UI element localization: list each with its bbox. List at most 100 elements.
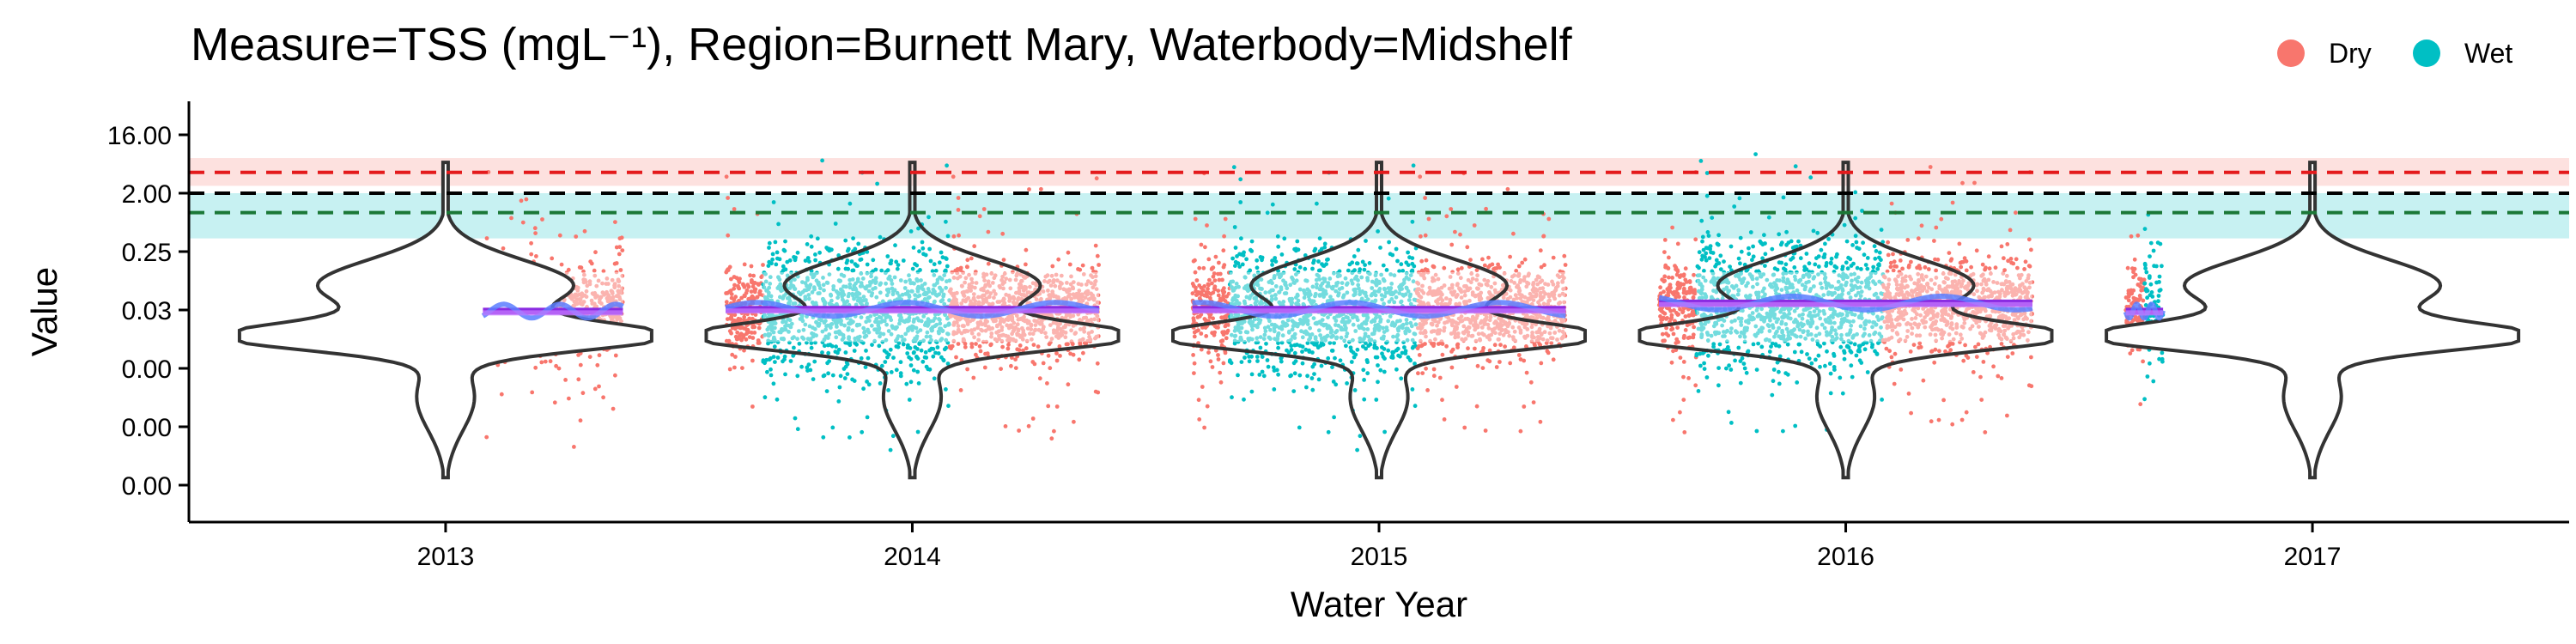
- data-point: [856, 241, 861, 246]
- data-point: [881, 331, 886, 337]
- data-point: [817, 283, 822, 288]
- data-point: [838, 278, 843, 283]
- data-point: [1061, 287, 1066, 292]
- data-point: [921, 338, 926, 343]
- data-point: [727, 367, 732, 372]
- data-point: [987, 326, 993, 331]
- data-point: [1319, 363, 1324, 368]
- data-point: [935, 345, 940, 349]
- data-point: [775, 256, 780, 261]
- data-point: [945, 323, 951, 327]
- data-point: [962, 324, 966, 329]
- data-point: [878, 234, 883, 240]
- data-point: [767, 357, 772, 362]
- data-point: [916, 284, 920, 289]
- data-point: [1067, 262, 1072, 267]
- data-point: [936, 351, 941, 355]
- data-point: [1326, 315, 1330, 319]
- data-point: [1093, 274, 1098, 279]
- data-point: [1431, 374, 1437, 379]
- data-point: [1361, 368, 1366, 373]
- data-point: [806, 293, 811, 297]
- data-point: [976, 323, 981, 328]
- data-point: [1048, 340, 1053, 344]
- data-point: [944, 337, 949, 343]
- data-point: [769, 367, 773, 372]
- data-point: [916, 226, 920, 231]
- data-point: [762, 270, 767, 275]
- data-point: [977, 343, 982, 349]
- data-point: [1376, 380, 1380, 385]
- data-point: [925, 330, 930, 335]
- data-point: [1260, 355, 1265, 359]
- data-point: [961, 293, 966, 297]
- data-point: [737, 280, 742, 285]
- data-point: [1002, 271, 1007, 276]
- data-point: [1234, 282, 1239, 286]
- data-point: [969, 344, 975, 349]
- data-point: [927, 246, 932, 252]
- data-point: [1333, 355, 1337, 361]
- data-point: [942, 273, 947, 277]
- data-point: [821, 276, 825, 280]
- data-point: [1078, 338, 1083, 343]
- data-point: [781, 268, 786, 273]
- data-point: [575, 285, 580, 290]
- data-point: [1206, 287, 1210, 291]
- data-point: [861, 386, 866, 392]
- data-point: [1019, 278, 1024, 283]
- data-point: [1376, 229, 1380, 234]
- data-point: [1220, 338, 1225, 343]
- data-point: [1216, 293, 1221, 298]
- data-point: [1662, 238, 1668, 242]
- data-point: [1410, 337, 1415, 343]
- data-point: [744, 337, 749, 342]
- data-point: [917, 342, 922, 346]
- data-point: [1288, 374, 1292, 379]
- data-point: [827, 248, 832, 253]
- data-point: [858, 296, 863, 301]
- data-point: [937, 292, 942, 297]
- data-point: [1297, 373, 1303, 378]
- data-point: [747, 316, 752, 321]
- data-point: [901, 258, 906, 263]
- data-point: [906, 343, 910, 348]
- data-point: [848, 201, 853, 206]
- data-point: [848, 321, 853, 326]
- data-point: [1071, 324, 1076, 328]
- data-point: [1330, 365, 1334, 369]
- data-point: [1097, 301, 1101, 305]
- data-point: [1276, 345, 1280, 350]
- data-point: [574, 234, 579, 239]
- data-point: [1312, 248, 1317, 253]
- data-point: [1217, 260, 1221, 265]
- data-point: [840, 289, 845, 294]
- data-point: [945, 361, 951, 366]
- data-point: [1060, 332, 1065, 337]
- data-point: [849, 259, 854, 264]
- plot-area: [189, 152, 2569, 480]
- data-point: [1017, 428, 1021, 433]
- data-point: [1023, 276, 1028, 280]
- data-point: [793, 277, 797, 282]
- data-point: [757, 289, 762, 294]
- data-point: [773, 360, 777, 364]
- data-point: [1080, 263, 1085, 268]
- data-point: [1363, 263, 1367, 267]
- data-point: [1085, 279, 1091, 283]
- data-point: [1352, 388, 1358, 392]
- data-point: [1084, 341, 1088, 346]
- data-point: [943, 270, 948, 274]
- data-point: [1053, 283, 1058, 289]
- data-point: [1000, 274, 1005, 279]
- data-point: [1426, 216, 1431, 222]
- data-point: [1054, 328, 1060, 333]
- data-point: [981, 300, 986, 305]
- data-point: [811, 377, 816, 381]
- data-point: [805, 340, 809, 345]
- legend-dry-swatch: [2277, 39, 2305, 67]
- data-point: [1008, 286, 1013, 291]
- data-point: [834, 335, 839, 340]
- data-point: [1064, 296, 1069, 301]
- data-point: [814, 278, 819, 283]
